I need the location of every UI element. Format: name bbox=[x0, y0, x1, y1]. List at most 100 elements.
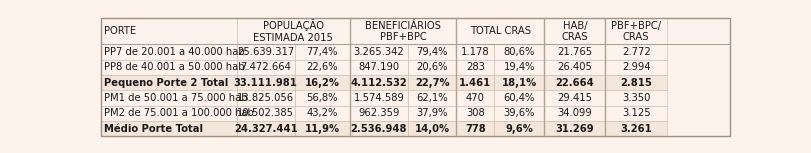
Bar bbox=[350, 44, 408, 60]
Text: 24.327.441: 24.327.441 bbox=[234, 123, 298, 134]
Text: 21.765: 21.765 bbox=[557, 47, 593, 57]
Text: 1.178: 1.178 bbox=[461, 47, 490, 57]
Bar bbox=[101, 44, 237, 60]
Bar bbox=[494, 75, 544, 90]
Bar bbox=[457, 18, 544, 44]
Bar bbox=[408, 106, 457, 121]
Text: 31.269: 31.269 bbox=[556, 123, 594, 134]
Text: 2.815: 2.815 bbox=[620, 78, 652, 88]
Text: 283: 283 bbox=[466, 62, 485, 72]
Bar bbox=[350, 60, 408, 75]
Text: 43,2%: 43,2% bbox=[307, 108, 338, 118]
Bar bbox=[101, 90, 237, 106]
Bar bbox=[350, 121, 408, 136]
Text: 3.125: 3.125 bbox=[622, 108, 650, 118]
Bar bbox=[408, 60, 457, 75]
Bar bbox=[544, 121, 606, 136]
Bar bbox=[544, 106, 606, 121]
Bar bbox=[457, 90, 494, 106]
Bar bbox=[408, 121, 457, 136]
Bar bbox=[494, 90, 544, 106]
Text: 3.265.342: 3.265.342 bbox=[354, 47, 404, 57]
Bar bbox=[101, 75, 237, 90]
Bar bbox=[237, 18, 350, 44]
Bar bbox=[237, 121, 295, 136]
Text: 1.461: 1.461 bbox=[459, 78, 491, 88]
Text: 18,1%: 18,1% bbox=[502, 78, 537, 88]
Bar bbox=[350, 18, 457, 44]
Bar bbox=[237, 75, 295, 90]
Text: 13.825.056: 13.825.056 bbox=[237, 93, 294, 103]
Text: 29.415: 29.415 bbox=[557, 93, 593, 103]
Text: 2.772: 2.772 bbox=[622, 47, 650, 57]
Bar bbox=[544, 44, 606, 60]
Bar bbox=[295, 75, 350, 90]
Bar bbox=[457, 44, 494, 60]
Text: PM2 de 75.001 a 100.000 hab.: PM2 de 75.001 a 100.000 hab. bbox=[104, 108, 257, 118]
Text: 26.405: 26.405 bbox=[557, 62, 592, 72]
Text: 62,1%: 62,1% bbox=[417, 93, 448, 103]
Text: 7.472.664: 7.472.664 bbox=[240, 62, 291, 72]
Bar bbox=[606, 90, 667, 106]
Text: 3.350: 3.350 bbox=[622, 93, 650, 103]
Bar bbox=[457, 75, 494, 90]
Text: 79,4%: 79,4% bbox=[417, 47, 448, 57]
Bar bbox=[350, 75, 408, 90]
Text: PORTE: PORTE bbox=[104, 26, 136, 36]
Text: 37,9%: 37,9% bbox=[417, 108, 448, 118]
Bar bbox=[408, 75, 457, 90]
Bar bbox=[237, 44, 295, 60]
Bar bbox=[295, 121, 350, 136]
Bar bbox=[494, 106, 544, 121]
Text: 60,4%: 60,4% bbox=[504, 93, 535, 103]
Text: 33.111.981: 33.111.981 bbox=[234, 78, 298, 88]
Bar bbox=[237, 90, 295, 106]
Text: Pequeno Porte 2 Total: Pequeno Porte 2 Total bbox=[104, 78, 228, 88]
Text: 1.574.589: 1.574.589 bbox=[354, 93, 405, 103]
Bar bbox=[101, 121, 237, 136]
Bar bbox=[494, 121, 544, 136]
Bar bbox=[606, 44, 667, 60]
Text: 4.112.532: 4.112.532 bbox=[350, 78, 407, 88]
Text: 2.536.948: 2.536.948 bbox=[350, 123, 407, 134]
Bar bbox=[606, 60, 667, 75]
Bar bbox=[237, 106, 295, 121]
Text: 16,2%: 16,2% bbox=[305, 78, 340, 88]
Text: 77,4%: 77,4% bbox=[307, 47, 338, 57]
Text: 80,6%: 80,6% bbox=[504, 47, 535, 57]
Bar bbox=[457, 121, 494, 136]
Bar bbox=[295, 106, 350, 121]
Bar bbox=[350, 106, 408, 121]
Bar bbox=[101, 60, 237, 75]
Bar bbox=[544, 75, 606, 90]
Text: 34.099: 34.099 bbox=[558, 108, 592, 118]
Text: 9,6%: 9,6% bbox=[505, 123, 534, 134]
Bar bbox=[295, 90, 350, 106]
Bar bbox=[606, 121, 667, 136]
Bar bbox=[494, 44, 544, 60]
Bar bbox=[350, 90, 408, 106]
Text: HAB/
CRAS: HAB/ CRAS bbox=[562, 21, 588, 42]
Text: PBF+BPC/
CRAS: PBF+BPC/ CRAS bbox=[611, 21, 661, 42]
Text: 19,4%: 19,4% bbox=[504, 62, 535, 72]
Text: 2.994: 2.994 bbox=[622, 62, 650, 72]
Text: PP8 de 40.001 a 50.000 hab.: PP8 de 40.001 a 50.000 hab. bbox=[104, 62, 247, 72]
Text: Médio Porte Total: Médio Porte Total bbox=[104, 123, 203, 134]
Text: 56,8%: 56,8% bbox=[307, 93, 338, 103]
Text: 14,0%: 14,0% bbox=[414, 123, 450, 134]
Bar bbox=[408, 44, 457, 60]
Text: 22,6%: 22,6% bbox=[307, 62, 338, 72]
Text: 847.190: 847.190 bbox=[358, 62, 400, 72]
Text: BENEFICIÁRIOS
PBF+BPC: BENEFICIÁRIOS PBF+BPC bbox=[365, 21, 441, 42]
Text: 20,6%: 20,6% bbox=[417, 62, 448, 72]
Text: PM1 de 50.001 a 75.000 hab.: PM1 de 50.001 a 75.000 hab. bbox=[104, 93, 251, 103]
Bar bbox=[408, 90, 457, 106]
Bar bbox=[101, 106, 237, 121]
Bar bbox=[544, 60, 606, 75]
Bar bbox=[457, 106, 494, 121]
Bar bbox=[101, 18, 237, 44]
Bar bbox=[295, 60, 350, 75]
Text: 22.664: 22.664 bbox=[556, 78, 594, 88]
Text: TOTAL CRAS: TOTAL CRAS bbox=[470, 26, 531, 36]
Text: 470: 470 bbox=[466, 93, 485, 103]
